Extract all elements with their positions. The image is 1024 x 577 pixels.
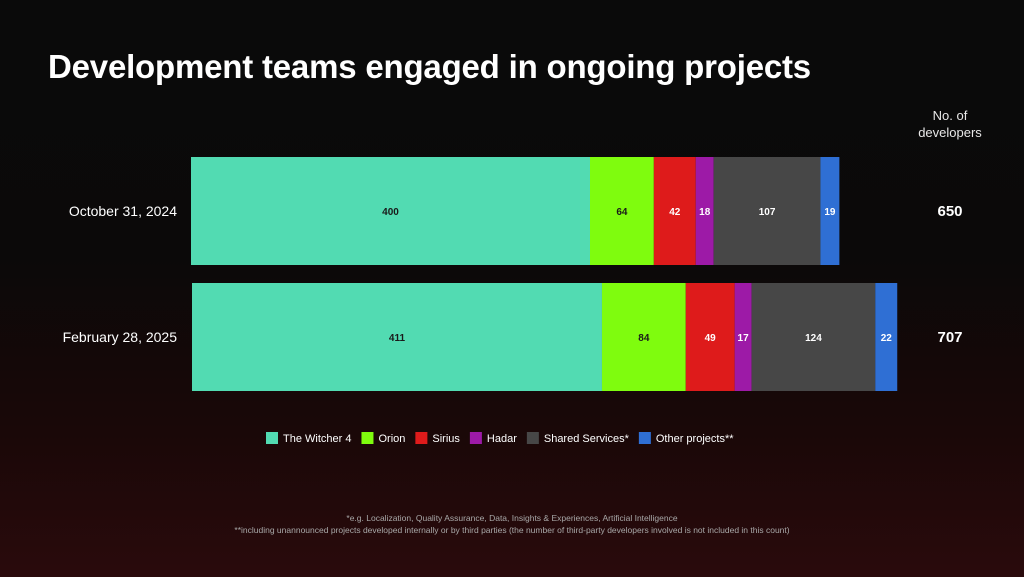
legend-label-0: The Witcher 4	[283, 433, 351, 445]
legend-label-2: Sirius	[432, 433, 460, 445]
data-label-1-4: 124	[805, 333, 822, 344]
legend-label-1: Orion	[378, 433, 405, 445]
footnote-2: **including unannounced projects develop…	[234, 525, 790, 535]
data-label-1-1: 84	[638, 333, 650, 344]
chart-title: Development teams engaged in ongoing pro…	[48, 48, 811, 85]
total-column-header: No. of developers	[905, 107, 995, 141]
total-header-line-1: No. of	[932, 108, 968, 123]
legend-label-4: Shared Services*	[544, 433, 630, 445]
legend-swatch-4	[526, 432, 539, 444]
legend-label-5: Other projects**	[656, 433, 734, 445]
legend-swatch-2	[415, 432, 428, 444]
legend-swatch-1	[361, 432, 374, 444]
data-label-0-2: 42	[669, 207, 681, 218]
bar-segment-0-2	[653, 157, 696, 265]
bar-segment-1-2	[685, 283, 735, 391]
category-label-1: February 28, 2025	[63, 329, 178, 345]
data-label-0-0: 400	[382, 207, 399, 218]
data-label-1-3: 17	[738, 333, 750, 344]
category-label-0: October 31, 2024	[69, 203, 177, 219]
legend-swatch-0	[266, 432, 278, 444]
bar-segment-1-5	[875, 283, 898, 391]
bar-segment-0-0	[191, 157, 590, 265]
bar-segment-0-4	[713, 157, 821, 265]
legend-swatch-5	[638, 432, 651, 444]
bar-segment-0-5	[820, 157, 840, 265]
data-label-0-3: 18	[699, 207, 711, 218]
data-label-0-1: 64	[616, 207, 628, 218]
footnote-1: *e.g. Localization, Quality Assurance, D…	[346, 513, 678, 523]
bar-segment-0-1	[590, 157, 654, 265]
total-header-line-2: developers	[918, 125, 982, 140]
bar-segment-0-3	[695, 157, 714, 265]
footnotes: *e.g. Localization, Quality Assurance, D…	[0, 512, 1024, 536]
data-label-0-5: 19	[824, 207, 836, 218]
legend-swatch-3	[469, 432, 482, 444]
total-value-1: 707	[937, 329, 962, 346]
data-label-1-5: 22	[881, 333, 893, 344]
legend-label-3: Hadar	[487, 433, 517, 445]
data-label-0-4: 107	[759, 207, 776, 218]
bar-segment-1-1	[601, 283, 686, 391]
data-label-1-2: 49	[705, 333, 717, 344]
total-value-0: 650	[937, 203, 962, 220]
bar-segment-1-3	[734, 283, 752, 391]
bar-segment-1-0	[192, 283, 602, 391]
bar-segment-1-4	[751, 283, 876, 391]
data-label-1-0: 411	[389, 333, 406, 344]
